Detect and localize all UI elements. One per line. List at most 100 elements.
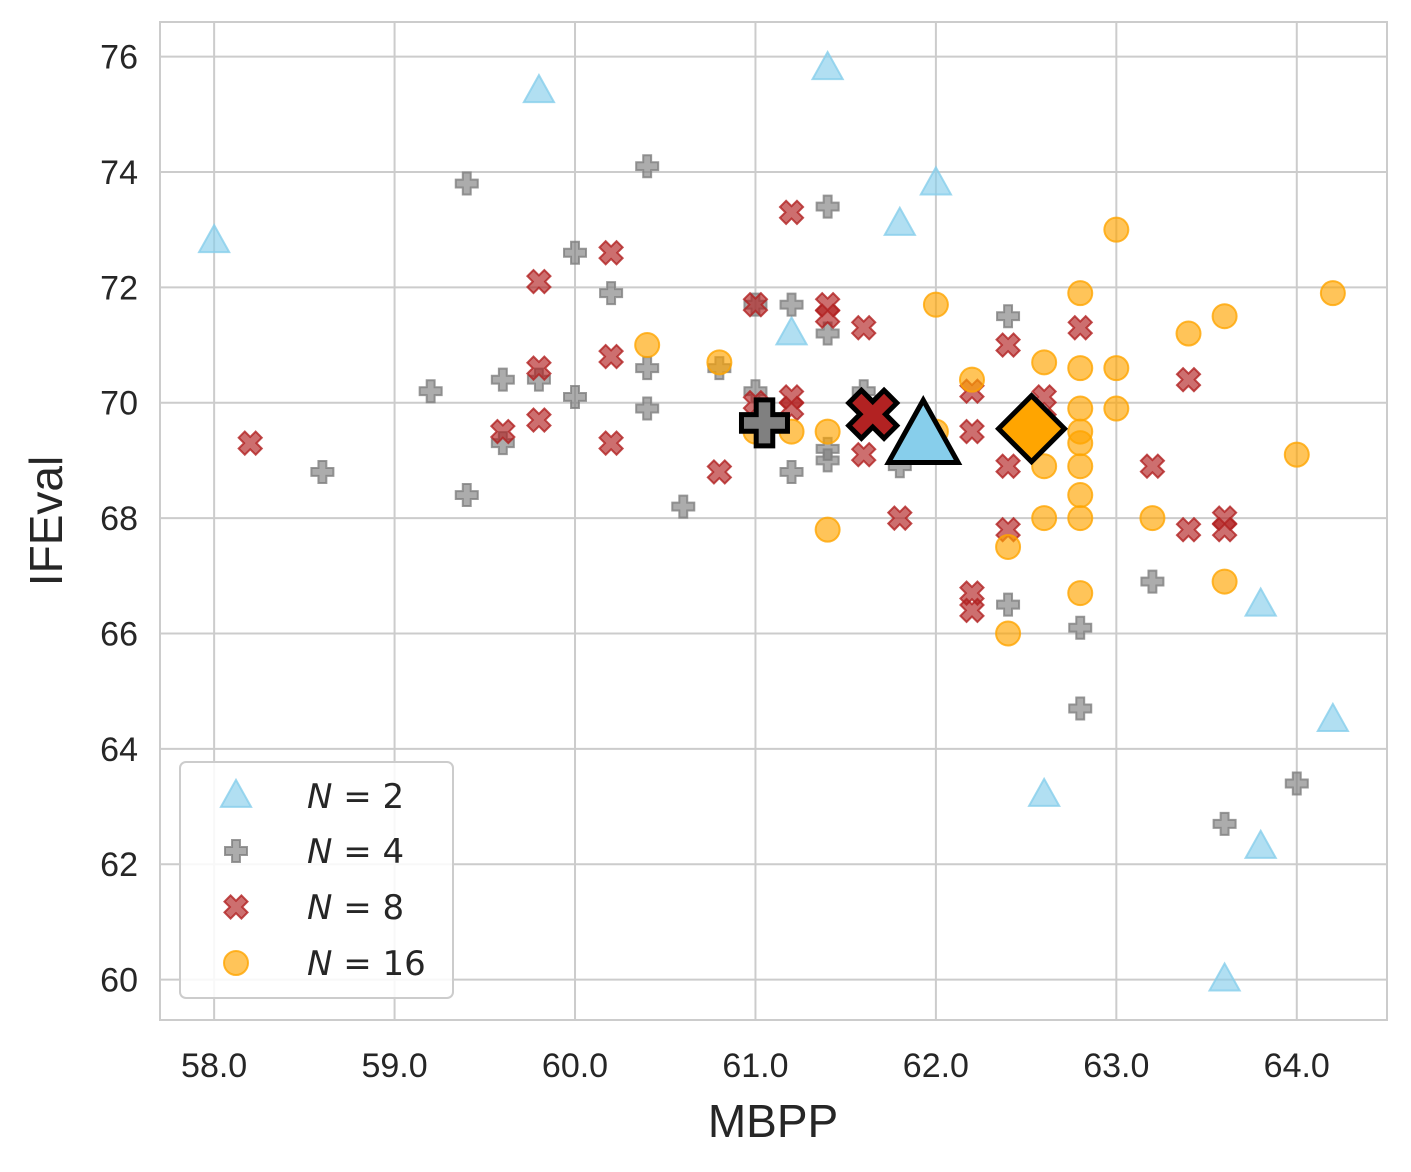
data-point [454,171,479,196]
data-point [418,379,443,404]
y-axis-ticks: 60 62 64 66 68 70 72 74 76 [100,39,138,1000]
data-point [671,494,696,519]
series-mean-marker [884,395,963,466]
series-circle [634,216,1346,647]
data-point [1031,453,1058,480]
data-point [1243,828,1278,859]
y-tick-label: 64 [100,731,138,769]
data-point [1211,568,1238,595]
data-point [635,356,660,381]
data-point [1068,696,1093,721]
data-point [1140,569,1165,594]
data-point [1243,586,1278,617]
data-point [1316,701,1350,732]
legend-label: N = 2 [307,777,404,817]
data-point [1067,355,1094,382]
data-point [310,459,335,484]
legend-marker [224,839,248,863]
x-axis-label: MBPP [708,1095,838,1147]
data-point [1319,280,1346,307]
data-point [525,268,552,295]
series-mean-marker [738,397,790,449]
data-point [922,291,949,318]
data-point [996,304,1021,329]
data-point [525,407,552,434]
data-point [1067,280,1094,307]
data-point [522,73,556,104]
x-tick-label: 63.0 [1083,1047,1149,1085]
y-tick-label: 70 [100,385,138,423]
legend-marker [223,950,249,976]
data-point [706,349,733,376]
data-point [1067,395,1094,422]
data-point [779,459,804,484]
y-tick-label: 74 [100,154,138,192]
data-point [814,418,841,445]
data-point [525,355,552,382]
data-point [490,367,515,392]
legend-box [179,761,454,999]
data-point [1103,355,1130,382]
x-tick-label: 61.0 [722,1047,788,1085]
data-point [1211,303,1238,330]
data-point [1067,482,1094,509]
legend-label: N = 8 [307,888,404,928]
data-point [814,516,841,543]
legend-marker [223,894,249,920]
data-point [1211,516,1238,543]
data-point [919,165,953,196]
data-point [815,448,840,473]
y-tick-label: 76 [100,39,138,77]
data-point [959,597,985,624]
data-point [1207,961,1242,992]
data-point [1175,516,1202,543]
y-tick-label: 72 [100,269,138,307]
data-point [774,315,809,346]
data-point [815,194,840,219]
data-point [995,533,1022,560]
data-points [197,49,1350,992]
data-point [883,205,917,236]
y-tick-label: 68 [100,500,138,538]
data-point [1284,771,1309,796]
data-point [1068,615,1093,640]
legend-marker [219,777,253,808]
data-point [996,592,1021,617]
data-point [1103,395,1130,422]
x-axis-ticks: 58.0 59.0 60.0 61.0 62.0 63.0 64.0 [181,1047,1330,1085]
data-point [995,620,1022,647]
data-point [706,459,733,485]
data-point [1175,320,1202,347]
data-point [1139,453,1166,480]
data-point [814,303,841,330]
y-axis-label: IFEval [20,456,72,586]
series-means [738,386,1069,466]
series-mean-marker [845,386,901,442]
data-point [850,314,877,341]
data-point [995,453,1022,480]
data-point [958,366,985,393]
data-point [1103,216,1130,243]
data-point [634,332,661,359]
data-point [779,292,804,317]
data-point [1139,505,1166,532]
y-tick-label: 66 [100,615,138,653]
data-point [635,396,660,421]
data-point [599,281,624,306]
legend: N = 2 N = 4 N = 8 N = 16 [179,761,454,999]
data-point [1175,366,1202,393]
data-point [197,223,231,254]
data-point [454,483,479,508]
data-point [598,343,625,370]
legend-label: N = 16 [307,944,426,984]
legend-label: N = 4 [307,832,404,872]
y-tick-label: 60 [100,962,138,1000]
data-point [1067,430,1094,457]
data-point [563,240,588,265]
plot-frame [159,21,1388,1021]
data-point [1067,580,1094,607]
series-triangle [197,49,1350,992]
series-mean-marker [994,392,1069,466]
data-point [1031,349,1058,376]
